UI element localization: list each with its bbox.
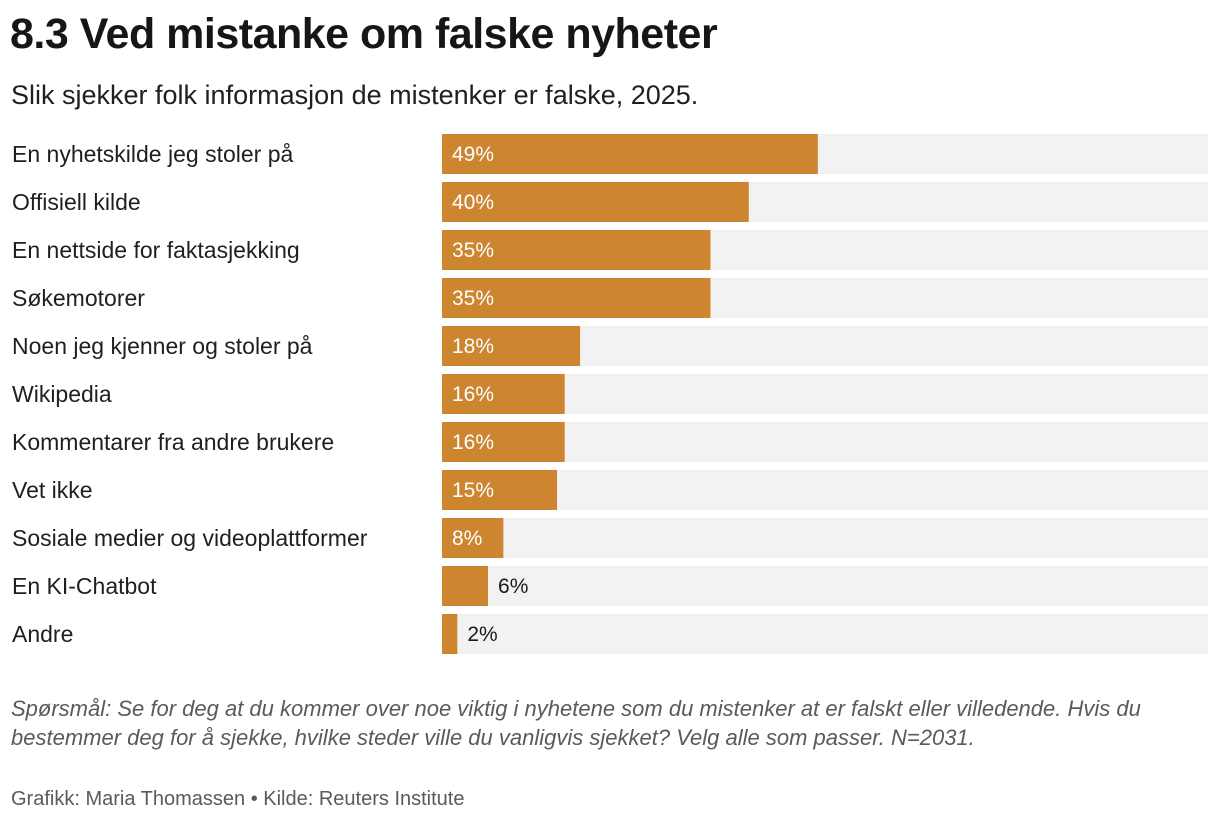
value-label: 15%	[452, 479, 494, 502]
question-note: Spørsmål: Se for deg at du kommer over n…	[11, 696, 1141, 750]
category-label: En KI-Chatbot	[12, 573, 157, 599]
bar-row: Wikipedia 16%	[12, 374, 1208, 414]
value-label: 6%	[498, 575, 528, 598]
category-label: En nyhetskilde jeg stoler på	[12, 141, 293, 167]
bar	[442, 230, 711, 270]
category-label: Søkemotorer	[12, 285, 145, 311]
bar-row: Andre 2%	[12, 614, 1208, 654]
category-label: En nettside for faktasjekking	[12, 237, 300, 263]
bar	[442, 326, 581, 366]
bar	[442, 374, 565, 414]
bar-row: Noen jeg kjenner og stoler på 18%	[12, 326, 1208, 366]
bar	[442, 182, 749, 222]
bar-track	[442, 470, 1208, 510]
bar-row: En nettside for faktasjekking 35%	[12, 230, 1208, 270]
value-label: 18%	[452, 335, 494, 358]
value-label: 16%	[452, 383, 494, 406]
bar	[442, 278, 711, 318]
bar-track	[442, 518, 1208, 558]
category-label: Andre	[12, 621, 73, 647]
value-label: 2%	[467, 623, 497, 646]
bar-row: Offisiell kilde 40%	[12, 182, 1208, 222]
bar	[442, 422, 565, 462]
category-label: Noen jeg kjenner og stoler på	[12, 333, 313, 359]
bar	[442, 566, 489, 606]
bar-track	[442, 422, 1208, 462]
category-label: Kommentarer fra andre brukere	[12, 429, 334, 455]
value-label: 35%	[452, 287, 494, 310]
value-label: 16%	[452, 431, 494, 454]
value-label: 49%	[452, 143, 494, 166]
bar	[442, 470, 558, 510]
value-label: 8%	[452, 527, 482, 550]
bar-track	[442, 614, 1208, 654]
bar-chart: En nyhetskilde jeg stoler på 49% Offisiell…	[12, 134, 1208, 654]
category-label: Wikipedia	[12, 381, 112, 407]
bar-row: Sosiale medier og videoplattformer 8%	[12, 518, 1208, 558]
source-credit: Grafikk: Maria Thomassen • Kilde: Reuter…	[11, 788, 465, 810]
bar	[442, 614, 458, 654]
value-label: 35%	[452, 239, 494, 262]
bar-row: Vet ikke 15%	[12, 470, 1208, 510]
bar-row: Kommentarer fra andre brukere 16%	[12, 422, 1208, 462]
bar-track	[442, 374, 1208, 414]
category-label: Offisiell kilde	[12, 189, 141, 215]
bar-row: En KI-Chatbot 6%	[12, 566, 1208, 606]
chart-title: 8.3 Ved mistanke om falske nyheter	[10, 10, 718, 58]
category-label: Sosiale medier og videoplattformer	[12, 525, 368, 551]
chart-subtitle: Slik sjekker folk informasjon de mistenk…	[11, 80, 699, 110]
bar	[442, 134, 818, 174]
category-label: Vet ikke	[12, 477, 93, 503]
bar	[442, 518, 504, 558]
bar-row: Søkemotorer 35%	[12, 278, 1208, 318]
value-label: 40%	[452, 191, 494, 214]
bar-track	[442, 566, 1208, 606]
bar-row: En nyhetskilde jeg stoler på 49%	[12, 134, 1208, 174]
